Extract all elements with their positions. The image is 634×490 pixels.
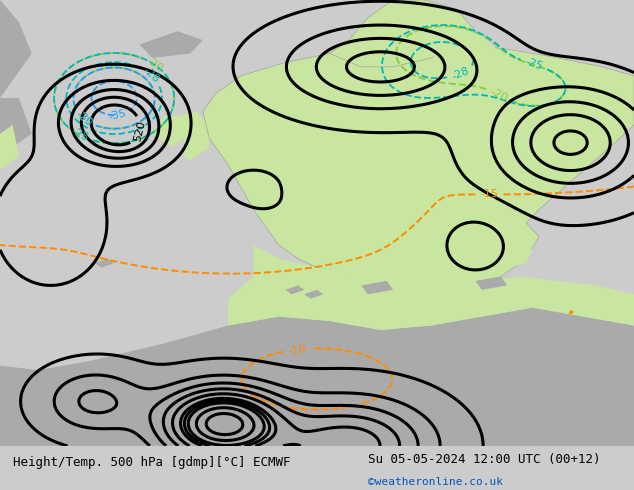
Text: -30: -30: [74, 109, 94, 128]
Polygon shape: [139, 31, 203, 58]
Polygon shape: [228, 245, 634, 330]
Polygon shape: [0, 98, 32, 156]
Polygon shape: [330, 0, 476, 67]
Text: -25: -25: [524, 57, 544, 72]
Text: Height/Temp. 500 hPa [gdmp][°C] ECMWF: Height/Temp. 500 hPa [gdmp][°C] ECMWF: [13, 456, 290, 469]
Text: -20: -20: [145, 55, 165, 74]
Text: -10: -10: [288, 343, 307, 356]
Text: -25: -25: [69, 126, 90, 144]
Polygon shape: [178, 112, 209, 161]
Polygon shape: [285, 285, 304, 294]
Text: -28: -28: [450, 66, 471, 82]
Text: -28: -28: [141, 65, 161, 85]
Text: 520: 520: [133, 120, 147, 143]
Text: Su 05-05-2024 12:00 UTC (00+12): Su 05-05-2024 12:00 UTC (00+12): [368, 453, 600, 466]
Polygon shape: [0, 0, 32, 98]
Polygon shape: [95, 259, 114, 268]
Text: -15: -15: [481, 190, 498, 199]
Polygon shape: [0, 308, 634, 446]
Polygon shape: [361, 281, 393, 294]
Text: ©weatheronline.co.uk: ©weatheronline.co.uk: [368, 477, 503, 487]
Text: -35: -35: [108, 108, 127, 122]
Polygon shape: [0, 125, 19, 170]
Polygon shape: [431, 27, 501, 67]
Polygon shape: [203, 40, 634, 294]
Text: -25: -25: [74, 109, 94, 128]
Polygon shape: [304, 290, 323, 299]
Text: -20: -20: [489, 87, 509, 103]
Polygon shape: [152, 116, 190, 147]
Polygon shape: [488, 241, 533, 268]
Polygon shape: [476, 276, 507, 290]
